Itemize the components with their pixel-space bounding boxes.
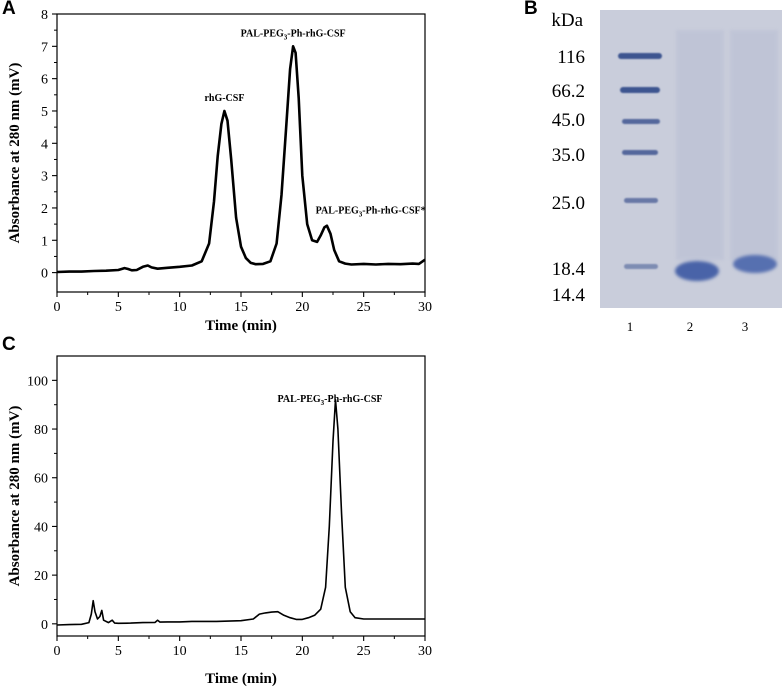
chart-a-ytick-label: 3 — [41, 170, 48, 185]
chart-c-xtick-label: 5 — [115, 644, 122, 659]
gel-marker-label: 66.2 — [552, 81, 585, 102]
chart-a-ytick-label: 8 — [41, 8, 48, 23]
gel-band-116 — [618, 53, 662, 59]
chart-a-peak-label: rhG-CSF — [204, 93, 244, 104]
gel-band-35 — [622, 150, 658, 155]
chart-a-ylabel: Absorbance at 280 nm (mV) — [7, 63, 23, 244]
gel-band-66 — [620, 87, 660, 93]
gel-lane-label: 2 — [687, 319, 694, 334]
gel-lane-label: 3 — [742, 319, 749, 334]
chart-a-ytick-label: 7 — [41, 40, 48, 55]
chart-a-ytick-label: 5 — [41, 105, 48, 120]
chart-a-ytick-label: 6 — [41, 73, 48, 88]
panel-letter-b: B — [524, 0, 538, 19]
gel-unit-label: kDa — [551, 10, 583, 31]
gel-band-25 — [624, 198, 658, 203]
gel-panel: kDa 116 66.2 45.0 35.0 25.0 18.4 14.4 1 2 3 — [551, 10, 782, 334]
gel-marker-label: 14.4 — [552, 285, 586, 306]
chart-c-ytick-label: 20 — [34, 569, 48, 584]
chart-c-peak-label: PAL-PEG3-Ph-rhG-CSF — [278, 394, 383, 407]
chart-c-series-line — [56, 399, 425, 626]
chart-a-ytick-label: 0 — [41, 267, 48, 282]
chart-a-frame — [56, 13, 426, 293]
gel-lane-label: 1 — [627, 319, 634, 334]
chart-c-xlabel: Time (min) — [205, 671, 277, 687]
chart-c-xtick-label: 20 — [295, 644, 309, 659]
chart-a-ytick-label: 2 — [41, 202, 48, 217]
chart-a-xtick-label: 5 — [115, 300, 122, 315]
chart-a-peak-label: PAL-PEG3-Ph-rhG-CSF — [241, 28, 346, 41]
chart-c-ytick-label: 80 — [34, 423, 48, 438]
chart-a-xtick-label: 15 — [234, 300, 248, 315]
panel-letter-a: A — [2, 0, 16, 19]
chart-c-xtick-label: 25 — [357, 644, 371, 659]
gel-band-lane2 — [675, 261, 719, 281]
chart-c-xtick-label: 0 — [54, 644, 61, 659]
gel-marker-label: 116 — [557, 47, 585, 68]
chart-a-ytick-label: 1 — [41, 234, 48, 249]
chart-c-xtick-label: 10 — [173, 644, 187, 659]
chart-c-ytick-label: 60 — [34, 472, 48, 487]
gel-marker-label: 25.0 — [552, 193, 585, 214]
chart-a-ytick-label: 4 — [41, 137, 48, 152]
gel-band-18 — [624, 264, 658, 269]
chart-a-xtick-label: 25 — [357, 300, 371, 315]
chart-a-series-line — [56, 45, 426, 274]
chart-a-xtick-label: 30 — [418, 300, 432, 315]
chart-c-ytick-label: 0 — [41, 618, 48, 633]
gel-band-45 — [622, 119, 660, 124]
panel-letter-c: C — [2, 334, 16, 355]
chart-c-xtick-label: 15 — [234, 644, 248, 659]
chart-a-xtick-label: 20 — [295, 300, 309, 315]
chart-a-xtick-label: 0 — [54, 300, 61, 315]
chart-c-ytick-label: 40 — [34, 520, 48, 535]
gel-marker-label: 45.0 — [552, 110, 585, 131]
chart-a-peak-label: PAL-PEG3-Ph-rhG-CSF* — [316, 206, 426, 219]
gel-marker-label: 18.4 — [552, 259, 586, 280]
chart-c-ytick-label: 100 — [27, 374, 48, 389]
chart-a-xlabel: Time (min) — [205, 318, 277, 334]
chart-c-xtick-label: 30 — [418, 644, 432, 659]
chart-a: 0 5 10 15 20 25 30 0 1 2 3 4 5 6 7 8 rhG-CSF PAL-PEG3-Ph… — [7, 8, 432, 334]
gel-band-lane3 — [733, 255, 777, 273]
chart-a-xtick-label: 10 — [173, 300, 187, 315]
gel-marker-label: 35.0 — [552, 145, 585, 166]
chart-c: 0 5 10 15 20 25 30 0 20 40 60 80 100 PAL-PEG3-Ph-rhG… — [7, 355, 432, 687]
chart-c-ylabel: Absorbance at 280 nm (mV) — [7, 406, 23, 587]
